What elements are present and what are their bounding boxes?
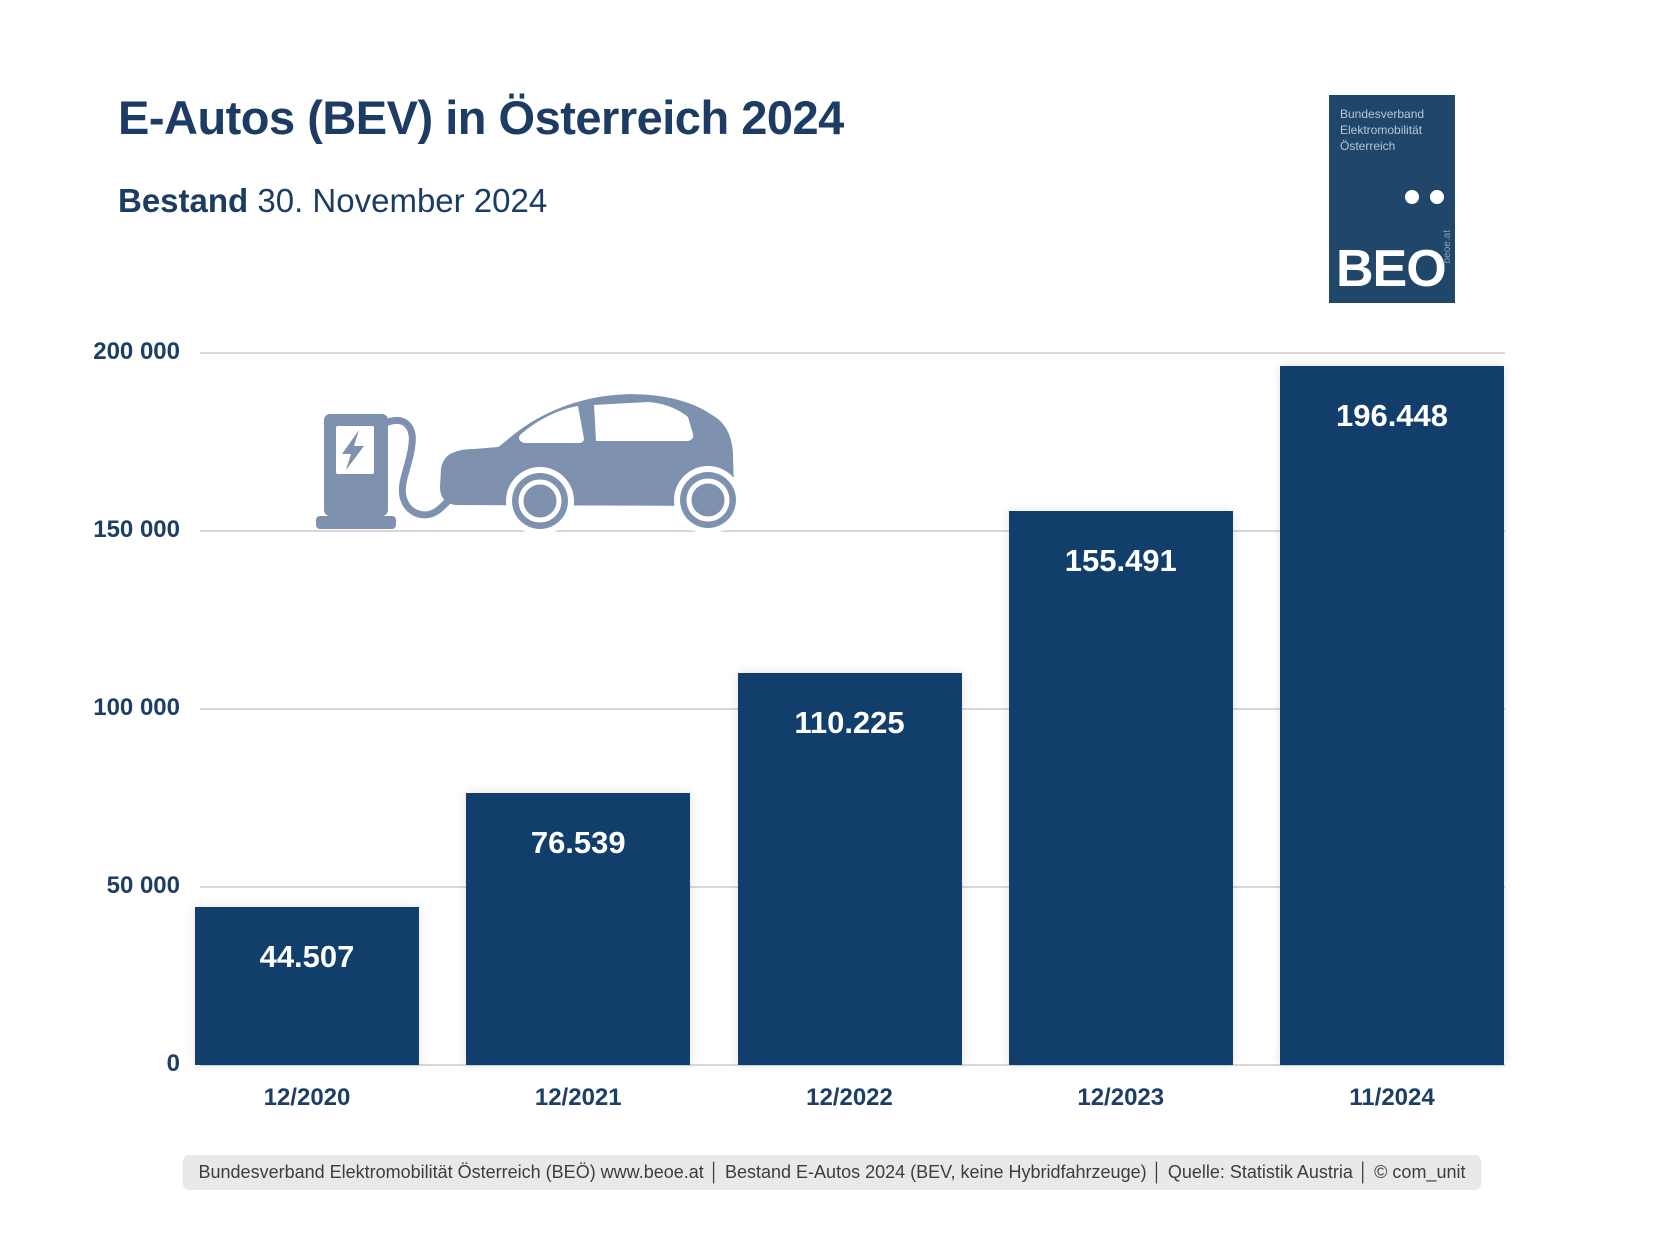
bar-12-2021: 76.539	[466, 792, 691, 1065]
bar-value-label: 155.491	[1064, 543, 1177, 579]
bar-value-label: 76.539	[530, 824, 626, 860]
logo-org-line1: Bundesverband	[1340, 107, 1425, 121]
x-axis-label-12-2022: 12/2022	[806, 1084, 893, 1111]
logo-org-line2: Elektromobilität	[1340, 123, 1423, 137]
x-axis-label-12-2020: 12/2020	[263, 1084, 351, 1111]
bar-12-2020: 44.507	[195, 906, 419, 1065]
x-axis-label-12-2023: 12/2023	[1077, 1084, 1165, 1111]
gridline-y-150000	[200, 530, 1505, 532]
y-axis-tick-label: 100 000	[93, 694, 180, 721]
logo-umlaut-dot-icon	[1430, 190, 1444, 204]
y-axis-tick-label: 50 000	[106, 872, 180, 899]
bar-value-label: 110.225	[794, 704, 905, 740]
page-subtitle: Bestand 30. November 2024	[118, 182, 547, 220]
bar-value-label: 196.448	[1335, 397, 1449, 433]
logo-umlaut-dot-icon	[1405, 190, 1419, 204]
logo-org-line3: Österreich	[1340, 139, 1396, 153]
logo-org-name: Bundesverband Elektromobilität Österreic…	[1340, 106, 1424, 154]
logo-website: beoe.at	[1442, 229, 1453, 263]
bar-11-2024: 196.448	[1280, 365, 1504, 1065]
x-axis-label-11-2024: 11/2024	[1349, 1084, 1435, 1111]
gridline-y-0	[200, 1064, 1505, 1066]
gridline-y-200000	[200, 352, 1505, 354]
bar-12-2023: 155.491	[1008, 511, 1233, 1065]
footer-credits: Bundesverband Elektromobilität Österreic…	[182, 1155, 1482, 1190]
bar-12-2022: 110.225	[737, 672, 962, 1065]
subtitle-bold: Bestand	[118, 182, 249, 219]
bar-value-label: 44.507	[259, 938, 355, 974]
ev-charging-car-icon	[312, 388, 742, 535]
y-axis-tick-label: 0	[166, 1050, 180, 1077]
beo-logo: Bundesverband Elektromobilität Österreic…	[1329, 95, 1455, 303]
y-axis-tick-label: 200 000	[93, 338, 180, 365]
x-axis-label-12-2021: 12/2021	[534, 1084, 622, 1111]
y-axis-tick-label: 150 000	[93, 516, 180, 543]
subtitle-date: 30. November 2024	[248, 182, 548, 219]
page-title: E-Autos (BEV) in Österreich 2024	[118, 91, 844, 144]
logo-acronym: BEO	[1336, 240, 1447, 298]
